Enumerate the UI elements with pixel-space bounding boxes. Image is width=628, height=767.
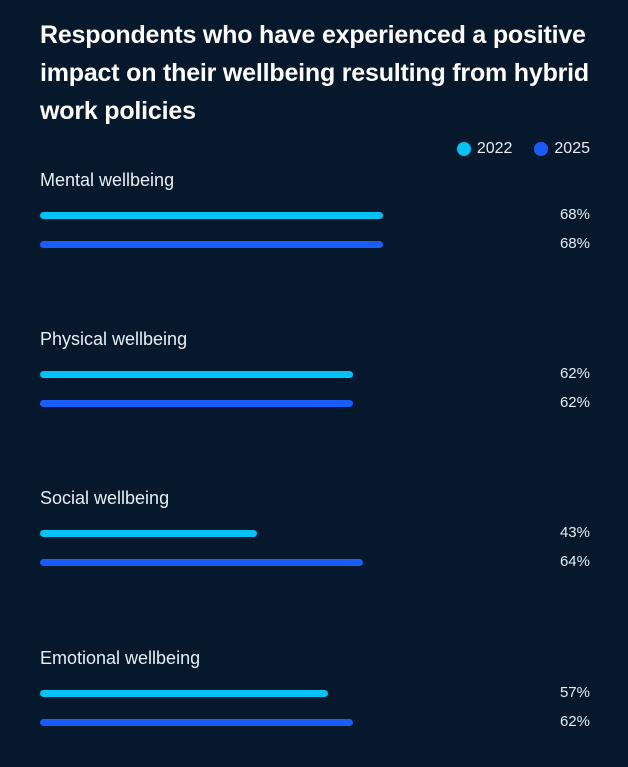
- category-label: Social wellbeing: [40, 488, 170, 508]
- bar-row-2022: 68%: [40, 205, 590, 225]
- category-group: Emotional wellbeing 57% 62%: [40, 648, 590, 738]
- bar-2025: [40, 719, 353, 726]
- value-label-2025: 68%: [559, 235, 590, 252]
- bar-row-2025: 68%: [40, 234, 590, 254]
- legend-dot-2025: [534, 142, 549, 156]
- bar-row-2022: 43%: [40, 523, 590, 543]
- bar-row-2022: 57%: [40, 683, 590, 703]
- value-label-2022: 68%: [559, 206, 590, 223]
- bar-2022: [40, 212, 383, 219]
- legend-item-2022: 2022: [456, 140, 513, 158]
- category-group: Mental wellbeing 68% 68%: [40, 170, 590, 260]
- bar-2022: [40, 690, 328, 697]
- legend-label-2022: 2022: [476, 140, 513, 157]
- value-label-2022: 43%: [559, 524, 590, 541]
- bar-2025: [40, 241, 383, 248]
- bar-2025: [40, 400, 353, 407]
- bar-row-2025: 62%: [40, 393, 590, 413]
- bar-row-2025: 62%: [40, 712, 590, 732]
- legend-item-2025: 2025: [534, 140, 590, 158]
- bar-row-2025: 64%: [40, 552, 590, 572]
- bar-row-2022: 62%: [40, 364, 590, 384]
- bar-2022: [40, 530, 257, 537]
- legend-label-2025: 2025: [554, 140, 590, 157]
- value-label-2025: 62%: [559, 394, 590, 411]
- bar-2025: [40, 559, 363, 566]
- category-group: Social wellbeing 43% 64%: [40, 488, 590, 578]
- value-label-2022: 57%: [559, 684, 590, 701]
- value-label-2025: 62%: [559, 713, 590, 730]
- category-group: Physical wellbeing 62% 62%: [40, 329, 590, 419]
- category-label: Mental wellbeing: [40, 170, 175, 190]
- chart-title: Respondents who have experienced a posit…: [40, 21, 589, 125]
- value-label-2022: 62%: [559, 365, 590, 382]
- category-label: Emotional wellbeing: [40, 648, 201, 668]
- category-label: Physical wellbeing: [40, 329, 188, 349]
- value-label-2025: 64%: [559, 553, 590, 570]
- bar-2022: [40, 371, 353, 378]
- legend-dot-2022: [456, 142, 471, 156]
- legend: 2022 2025: [456, 140, 590, 158]
